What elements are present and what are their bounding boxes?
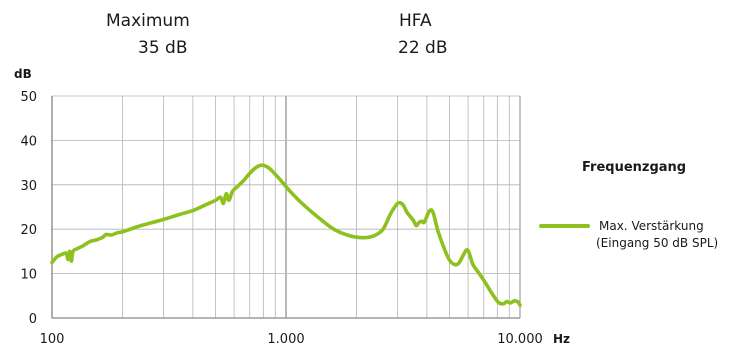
chart-title: Frequenzgang bbox=[582, 160, 686, 175]
series-layer bbox=[50, 163, 522, 307]
y-tick-label: 40 bbox=[20, 134, 37, 149]
y-tick-label: 20 bbox=[20, 223, 37, 238]
hfa-value: 22 dB bbox=[398, 38, 448, 58]
y-tick-label: 50 bbox=[20, 90, 37, 105]
x-axis-unit-label: Hz bbox=[553, 332, 570, 346]
tick-labels: 0 10 20 30 40 50 100 1.000 10.000 bbox=[20, 90, 542, 346]
y-tick-label: 0 bbox=[29, 312, 37, 327]
legend: Max. Verstärkung (Eingang 50 dB SPL) bbox=[539, 219, 718, 250]
y-tick-label: 10 bbox=[20, 268, 37, 283]
hfa-label: HFA bbox=[399, 11, 432, 31]
x-tick-label: 10.000 bbox=[497, 332, 543, 346]
grid bbox=[51, 95, 521, 319]
maximum-label: Maximum bbox=[106, 11, 190, 31]
maximum-value: 35 dB bbox=[138, 38, 188, 58]
axes bbox=[51, 96, 520, 319]
legend-sublabel: (Eingang 50 dB SPL) bbox=[596, 236, 718, 250]
x-tick-label: 1.000 bbox=[267, 332, 304, 346]
legend-label: Max. Verstärkung bbox=[599, 219, 704, 233]
x-tick-label: 100 bbox=[40, 332, 65, 346]
y-tick-label: 30 bbox=[20, 179, 37, 194]
y-axis-unit-label: dB bbox=[14, 67, 32, 81]
series-line bbox=[50, 163, 522, 307]
